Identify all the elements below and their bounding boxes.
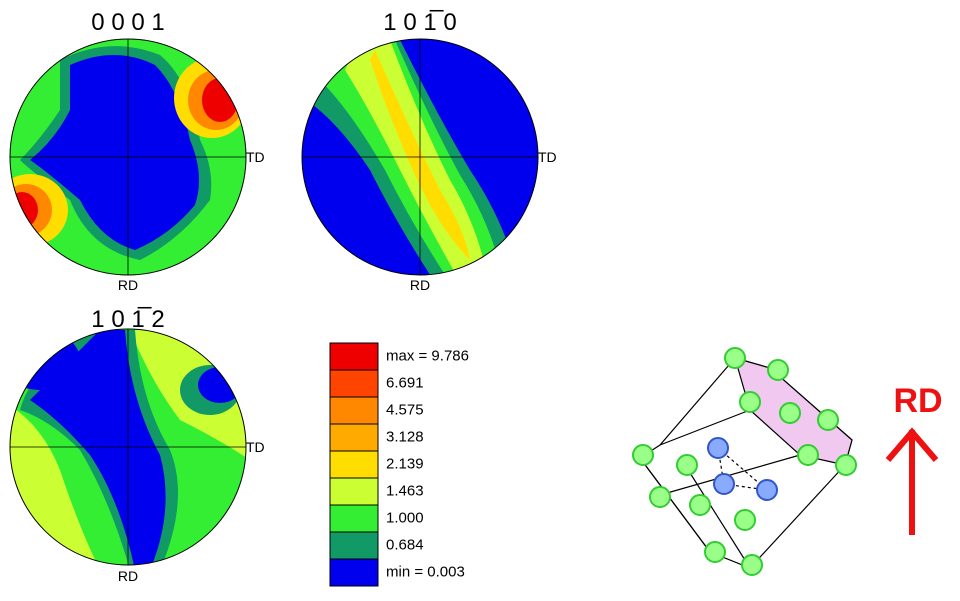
pole-figure: 1 0 1̅ 2 TD RD bbox=[9, 306, 265, 584]
legend: max = 9.786 6.691 4.575 3.128 2.139 1.463 1.00… bbox=[329, 342, 469, 587]
crystal-diagram bbox=[632, 347, 857, 576]
rd-label: RD bbox=[118, 568, 138, 584]
legend-swatch bbox=[329, 369, 379, 398]
legend-label: 1.000 bbox=[386, 509, 424, 526]
pole-figure-title: 1 0 1̅ 2 bbox=[91, 306, 164, 333]
td-label: TD bbox=[538, 149, 557, 165]
pole-figure-title: 1 0 1̅ 0 bbox=[383, 9, 456, 36]
legend-swatch bbox=[329, 531, 379, 560]
legend-swatch bbox=[329, 504, 379, 533]
legend-label: 3.128 bbox=[386, 428, 424, 445]
legend-label: 4.575 bbox=[386, 401, 424, 418]
legend-swatch bbox=[329, 558, 379, 587]
td-label: TD bbox=[246, 439, 265, 455]
td-label: TD bbox=[246, 149, 265, 165]
legend-label: 0.684 bbox=[386, 536, 424, 553]
legend-label: max = 9.786 bbox=[386, 347, 469, 364]
pole-figure: 1 0 1̅ 0 TD RD bbox=[301, 9, 557, 293]
rd-label: RD bbox=[410, 277, 430, 293]
legend-label: 1.463 bbox=[386, 482, 424, 499]
legend-swatch bbox=[329, 396, 379, 425]
direction-label: RD bbox=[893, 382, 942, 420]
legend-label: 6.691 bbox=[386, 374, 424, 391]
legend-label: min = 0.003 bbox=[386, 563, 465, 580]
pole-figure: 0 0 0 1 TD RD bbox=[9, 9, 265, 293]
pole-figure-title: 0 0 0 1 bbox=[91, 9, 164, 36]
legend-swatch bbox=[329, 342, 379, 371]
rd-label: RD bbox=[118, 277, 138, 293]
legend-label: 2.139 bbox=[386, 455, 424, 472]
legend-swatch bbox=[329, 450, 379, 479]
legend-swatch bbox=[329, 423, 379, 452]
legend-swatch bbox=[329, 477, 379, 506]
direction-arrow bbox=[885, 427, 939, 535]
